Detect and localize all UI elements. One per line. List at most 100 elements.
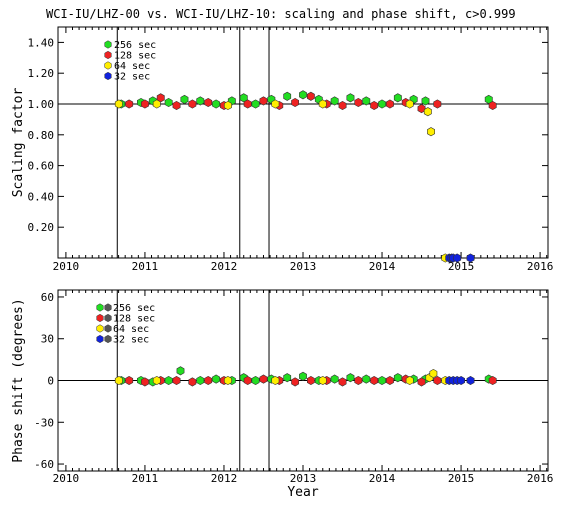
data-point bbox=[299, 90, 307, 100]
data-point bbox=[180, 94, 189, 104]
legend-label: 64 sec bbox=[114, 61, 150, 72]
x-tick-label: 2010 bbox=[53, 472, 80, 485]
legend-label: 64 sec bbox=[113, 324, 149, 335]
data-point bbox=[114, 375, 123, 386]
data-point bbox=[453, 253, 462, 263]
legend-marker bbox=[104, 61, 112, 70]
data-point bbox=[370, 100, 379, 111]
data-point bbox=[243, 375, 252, 386]
y-tick-label: 0.20 bbox=[28, 221, 55, 234]
data-point bbox=[224, 375, 232, 386]
data-point bbox=[354, 97, 363, 108]
data-point bbox=[259, 374, 268, 384]
data-point bbox=[283, 373, 292, 383]
data-point bbox=[196, 375, 205, 386]
data-point bbox=[421, 96, 430, 106]
y-tick-label: 0.60 bbox=[28, 160, 55, 173]
data-point bbox=[330, 96, 339, 106]
data-point bbox=[196, 96, 205, 106]
data-point bbox=[172, 100, 181, 111]
data-point bbox=[306, 375, 315, 386]
data-point bbox=[423, 107, 432, 117]
data-point bbox=[385, 99, 394, 109]
data-point bbox=[243, 99, 252, 109]
data-point bbox=[330, 374, 339, 384]
data-point bbox=[354, 375, 363, 386]
y-tick-label: -60 bbox=[34, 458, 54, 471]
x-tick-label: 2011 bbox=[132, 260, 159, 273]
y-tick-label: -30 bbox=[34, 416, 54, 429]
data-point bbox=[172, 375, 181, 386]
legend-label: 32 sec bbox=[114, 72, 150, 83]
data-point bbox=[283, 91, 292, 101]
data-point bbox=[370, 375, 379, 386]
data-point bbox=[125, 375, 134, 386]
data-point bbox=[152, 375, 161, 386]
legend-label: 128 sec bbox=[113, 314, 155, 325]
data-point bbox=[204, 375, 213, 386]
x-tick-label: 2012 bbox=[211, 472, 238, 485]
data-point bbox=[224, 100, 232, 111]
y-tick-label: 1.40 bbox=[28, 36, 55, 49]
legend-marker bbox=[104, 71, 112, 81]
data-point bbox=[164, 97, 173, 108]
x-tick-label: 2012 bbox=[211, 260, 238, 273]
data-point bbox=[212, 99, 220, 109]
legend-label: 32 sec bbox=[113, 335, 149, 346]
data-point bbox=[164, 375, 173, 386]
x-tick-label: 2014 bbox=[369, 260, 396, 273]
y-tick-label: 1.20 bbox=[28, 67, 55, 80]
data-point bbox=[427, 127, 436, 137]
panel-phase: 2010 2011 2012 2013 2014 2015 2016 -60 -30 0 30 60 P… bbox=[11, 289, 553, 500]
legend-marker bbox=[104, 40, 112, 49]
data-point bbox=[417, 377, 426, 387]
legend-label: 256 sec bbox=[113, 303, 155, 314]
legend-marker bbox=[96, 303, 104, 312]
data-point bbox=[141, 377, 149, 387]
y-tick-label: 0.80 bbox=[28, 129, 55, 142]
data-point bbox=[429, 368, 438, 379]
data-point bbox=[141, 99, 149, 109]
legend-label: 128 sec bbox=[114, 51, 156, 62]
x-tick-label: 2010 bbox=[53, 260, 80, 273]
data-point bbox=[212, 374, 220, 384]
legend-marker bbox=[104, 50, 112, 60]
legend-marker bbox=[104, 303, 112, 312]
data-point bbox=[318, 99, 327, 109]
data-point bbox=[378, 99, 387, 109]
data-point bbox=[152, 99, 161, 109]
data-point bbox=[346, 373, 355, 383]
y-tick-label: 30 bbox=[41, 333, 54, 346]
data-point bbox=[457, 375, 466, 386]
chart-title: WCI-IU/LHZ-00 vs. WCI-IU/LHZ-10: scaling… bbox=[46, 7, 516, 21]
data-point bbox=[299, 371, 307, 381]
x-tick-label: 2015 bbox=[448, 472, 475, 485]
data-point bbox=[259, 96, 268, 106]
data-point bbox=[338, 377, 347, 387]
data-point bbox=[393, 373, 402, 383]
data-point bbox=[378, 375, 387, 386]
y-axis-label: Phase shift (degrees) bbox=[11, 298, 26, 462]
data-point bbox=[291, 97, 300, 108]
legend-marker bbox=[104, 324, 112, 333]
data-point bbox=[405, 375, 414, 386]
data-point bbox=[188, 99, 197, 109]
data-point bbox=[114, 99, 123, 109]
legend-label: 256 sec bbox=[114, 40, 156, 51]
x-tick-label: 2016 bbox=[527, 260, 554, 273]
legend-marker bbox=[96, 313, 104, 323]
panel-scaling: 2010 2011 2012 2013 2014 2015 2016 0.20 0.40 0.60… bbox=[11, 26, 554, 273]
data-point bbox=[393, 93, 402, 103]
data-point bbox=[125, 99, 134, 109]
y-tick-label: 0.40 bbox=[28, 190, 55, 203]
x-tick-label: 2015 bbox=[448, 260, 475, 273]
data-point bbox=[417, 104, 426, 114]
data-point bbox=[318, 375, 327, 386]
legend-marker bbox=[96, 324, 104, 333]
legend-marker bbox=[104, 334, 112, 344]
data-point bbox=[466, 253, 475, 263]
data-point bbox=[405, 99, 414, 109]
data-point bbox=[291, 377, 300, 387]
data-point bbox=[338, 100, 347, 111]
